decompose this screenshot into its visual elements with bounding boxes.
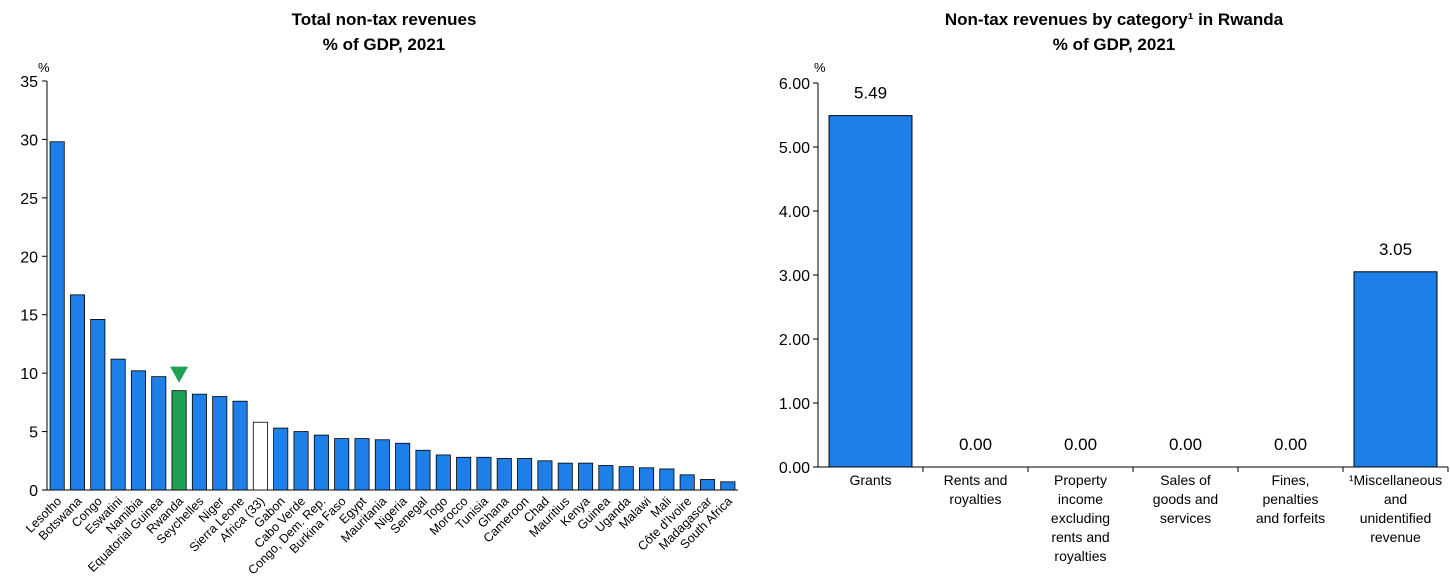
- chart-left-x-labels: LesothoBotswanaCongoEswatiniNamibiaEquat…: [23, 494, 735, 577]
- right-y-tick-label: 4.00: [779, 204, 810, 221]
- left-bar: [69, 294, 85, 491]
- right-data-label: 3.05: [1379, 240, 1412, 259]
- right-data-label: 0.00: [1169, 435, 1202, 454]
- left-bar: [171, 390, 187, 491]
- chart-right-unit-label: %: [814, 60, 826, 75]
- right-bar: [828, 115, 913, 468]
- right-bar: [1353, 271, 1438, 468]
- right-y-tick-label: 0.00: [779, 460, 810, 477]
- right-data-label: 5.49: [854, 84, 887, 103]
- left-bar: [354, 438, 370, 491]
- chart-rwanda-non-tax-by-category: Non-tax revenues by category¹ in Rwanda …: [779, 10, 1449, 564]
- right-y-tick-label: 6.00: [779, 76, 810, 93]
- chart-right-x-labels: Grants Rents and royalties Property income ex…: [849, 467, 1449, 564]
- left-y-tick-label: 35: [20, 74, 38, 91]
- chart-left-y-ticks: 0 5 10 15 20 25 30 35: [20, 74, 47, 500]
- left-bar: [618, 466, 634, 491]
- left-bar: [395, 442, 411, 491]
- right-x-tick-label: Rents and royalties: [944, 472, 1008, 507]
- left-y-tick-label: 20: [20, 249, 38, 266]
- left-bar: [313, 434, 329, 491]
- left-bar: [374, 439, 390, 491]
- left-bar: [537, 460, 553, 491]
- left-y-tick-label: 30: [20, 132, 38, 149]
- left-bar: [598, 465, 614, 491]
- left-bar: [435, 454, 451, 491]
- left-bar: [232, 400, 248, 491]
- left-bar: [252, 421, 268, 491]
- left-bar: [496, 458, 512, 491]
- left-bar: [476, 456, 492, 491]
- right-y-tick-label: 5.00: [779, 140, 810, 157]
- right-y-tick-label: 3.00: [779, 268, 810, 285]
- right-data-label: 0.00: [1064, 435, 1097, 454]
- right-x-tick-label: Property income excluding rents and royaltie…: [1051, 472, 1110, 564]
- left-y-tick-label: 10: [20, 366, 38, 383]
- left-y-tick-label: 15: [20, 308, 38, 325]
- right-y-tick-label: 2.00: [779, 332, 810, 349]
- chart-right-bars: [828, 115, 1438, 468]
- left-bar: [151, 376, 167, 491]
- chart-left-unit-label: %: [38, 60, 50, 75]
- left-bar: [720, 481, 736, 491]
- left-bar: [49, 141, 65, 491]
- left-bar: [456, 456, 472, 491]
- chart-right-subtitle: % of GDP, 2021: [1053, 35, 1176, 54]
- left-bar: [90, 318, 106, 491]
- left-bar: [110, 358, 126, 491]
- chart-left-title: Total non-tax revenues: [292, 10, 477, 29]
- left-bar: [557, 462, 573, 491]
- right-x-tick-label: ¹Miscellaneous and unidentified revenue: [1349, 472, 1442, 545]
- left-bar: [334, 438, 350, 491]
- right-x-tick-label: Grants: [849, 472, 891, 488]
- left-bar: [679, 474, 695, 491]
- left-bar: [191, 393, 207, 491]
- right-data-label: 0.00: [1274, 435, 1307, 454]
- chart-right-title: Non-tax revenues by category¹ in Rwanda: [945, 10, 1284, 29]
- chart-left-bars: [49, 141, 736, 491]
- left-bar: [273, 427, 289, 491]
- left-bar: [415, 449, 431, 491]
- left-bar: [293, 431, 309, 491]
- chart-right-data-labels: 5.49 0.00 0.00 0.00 0.00 3.05: [854, 84, 1412, 454]
- right-x-tick-label: Sales of goods and services: [1153, 472, 1218, 526]
- left-y-tick-label: 25: [20, 191, 38, 208]
- right-y-tick-label: 1.00: [779, 396, 810, 413]
- right-x-tick-label: Fines, penalties and forfeits: [1256, 472, 1325, 526]
- chart-left-subtitle: % of GDP, 2021: [323, 35, 446, 54]
- right-data-label: 0.00: [959, 435, 992, 454]
- left-y-tick-label: 0: [29, 483, 38, 500]
- left-bar: [639, 467, 655, 491]
- chart-right-y-ticks: 0.00 1.00 2.00 3.00 4.00 5.00 6.00: [779, 76, 818, 477]
- left-bar: [130, 370, 146, 491]
- chart-total-non-tax-revenues: Total non-tax revenues % of GDP, 2021 % …: [20, 10, 738, 577]
- left-y-tick-label: 5: [29, 425, 38, 442]
- left-bar: [517, 458, 533, 491]
- rwanda-marker-triangle: [170, 366, 189, 383]
- left-bar: [659, 468, 675, 491]
- left-bar: [700, 479, 716, 491]
- left-bar: [578, 462, 594, 491]
- left-bar: [212, 396, 228, 491]
